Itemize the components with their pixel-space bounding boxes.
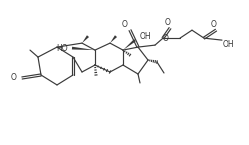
Polygon shape bbox=[82, 35, 89, 43]
Text: OH: OH bbox=[139, 32, 151, 41]
Text: HO: HO bbox=[56, 44, 68, 53]
Text: OH: OH bbox=[222, 40, 234, 49]
Polygon shape bbox=[110, 35, 117, 43]
Text: O: O bbox=[11, 74, 17, 83]
Text: O: O bbox=[163, 34, 169, 43]
Polygon shape bbox=[72, 47, 95, 50]
Polygon shape bbox=[123, 39, 136, 50]
Text: O: O bbox=[211, 20, 217, 29]
Text: O: O bbox=[165, 18, 171, 27]
Text: O: O bbox=[122, 20, 128, 29]
